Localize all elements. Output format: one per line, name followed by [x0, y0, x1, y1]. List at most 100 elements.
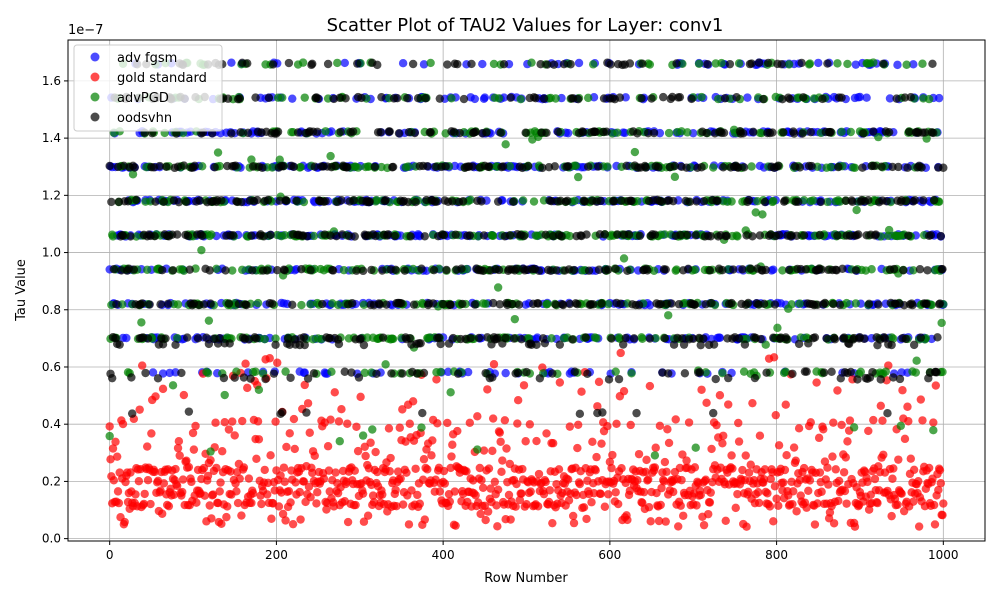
point-gold-standard [137, 361, 147, 370]
point-oodsvhn [358, 266, 368, 276]
point-gold-standard [358, 489, 368, 498]
point-oodsvhn [286, 373, 295, 382]
y-tick-label: 1.0 [42, 246, 61, 260]
point-oodsvhn [540, 338, 550, 348]
point-gold-standard [588, 437, 597, 447]
point-gold-standard [303, 399, 313, 408]
point-oodsvhn [680, 369, 690, 378]
point-gold-standard [427, 451, 436, 460]
point-gold-standard [754, 488, 763, 497]
point-oodsvhn [210, 163, 219, 172]
point-oodsvhn [151, 197, 160, 206]
point-oodsvhn [387, 369, 396, 378]
point-gold-standard [763, 489, 772, 498]
point-gold-standard [359, 517, 369, 526]
point-gold-standard [897, 489, 906, 498]
point-oodsvhn [303, 232, 312, 241]
point-gold-standard [257, 499, 266, 509]
point-advpgd [516, 94, 525, 104]
point-oodsvhn [268, 299, 277, 308]
point-oodsvhn [127, 409, 137, 418]
point-oodsvhn [908, 300, 917, 310]
point-gold-standard [682, 456, 691, 465]
point-oodsvhn [670, 161, 680, 171]
point-oodsvhn [239, 373, 249, 382]
point-gold-standard [191, 421, 200, 431]
point-oodsvhn [553, 127, 563, 137]
point-gold-standard [596, 489, 605, 499]
point-oodsvhn [604, 375, 614, 384]
point-oodsvhn [764, 58, 773, 68]
point-gold-standard [306, 493, 315, 502]
point-oodsvhn [906, 92, 916, 102]
point-oodsvhn [350, 232, 359, 241]
point-oodsvhn [493, 197, 503, 206]
point-oodsvhn [685, 197, 695, 206]
point-oodsvhn [382, 300, 391, 309]
point-oodsvhn [252, 334, 261, 343]
point-oodsvhn [496, 128, 505, 137]
point-advpgd [173, 300, 183, 309]
point-oodsvhn [278, 408, 287, 417]
point-gold-standard [938, 510, 947, 520]
point-gold-standard [488, 446, 497, 456]
point-oodsvhn [115, 340, 124, 349]
point-oodsvhn [471, 127, 480, 136]
point-gold-standard [271, 417, 280, 426]
point-oodsvhn [926, 230, 936, 240]
point-gold-standard [692, 501, 701, 510]
point-oodsvhn [300, 340, 309, 350]
point-oodsvhn [474, 333, 484, 343]
legend-label-gold-standard: gold standard [117, 71, 207, 86]
point-gold-standard [779, 478, 788, 487]
point-oodsvhn [916, 333, 926, 342]
point-gold-standard [903, 402, 912, 411]
point-advpgd [473, 445, 482, 454]
point-gold-standard [324, 466, 334, 475]
point-adv-fgsm [851, 60, 860, 69]
point-gold-standard [504, 490, 514, 500]
point-gold-standard [276, 471, 285, 480]
point-oodsvhn [563, 196, 572, 206]
point-gold-standard [617, 464, 626, 473]
point-gold-standard [486, 484, 495, 493]
point-oodsvhn [248, 162, 258, 171]
legend-marker-oodsvhn [90, 112, 100, 122]
point-oodsvhn [709, 340, 719, 349]
point-oodsvhn [221, 266, 230, 275]
point-oodsvhn [198, 231, 207, 241]
point-advpgd [494, 94, 504, 103]
y-tick-label: 1.4 [42, 131, 61, 145]
point-gold-standard [587, 498, 596, 507]
point-oodsvhn [266, 230, 275, 240]
point-oodsvhn [830, 335, 840, 344]
point-gold-standard [845, 416, 855, 425]
point-gold-standard [563, 475, 573, 484]
point-oodsvhn [740, 340, 750, 349]
point-gold-standard [371, 447, 380, 457]
point-gold-standard [644, 475, 653, 484]
point-oodsvhn [505, 231, 515, 240]
point-gold-standard [187, 477, 196, 487]
point-gold-standard [290, 444, 299, 454]
point-oodsvhn [400, 266, 409, 275]
point-oodsvhn [112, 300, 121, 309]
point-oodsvhn [352, 266, 361, 275]
point-gold-standard [483, 507, 493, 516]
point-oodsvhn [938, 264, 947, 274]
point-adv-fgsm [327, 127, 336, 136]
point-gold-standard [513, 396, 523, 405]
point-oodsvhn [935, 299, 945, 308]
point-oodsvhn [683, 230, 692, 240]
point-gold-standard [216, 478, 225, 487]
point-gold-standard [746, 460, 755, 469]
point-gold-standard [718, 439, 727, 448]
point-oodsvhn [691, 231, 700, 240]
point-oodsvhn [820, 298, 830, 308]
point-gold-standard [331, 468, 340, 477]
point-gold-standard [420, 515, 429, 524]
point-gold-standard [612, 419, 621, 428]
point-oodsvhn [536, 60, 545, 69]
point-oodsvhn [278, 162, 288, 171]
point-oodsvhn [939, 163, 948, 172]
